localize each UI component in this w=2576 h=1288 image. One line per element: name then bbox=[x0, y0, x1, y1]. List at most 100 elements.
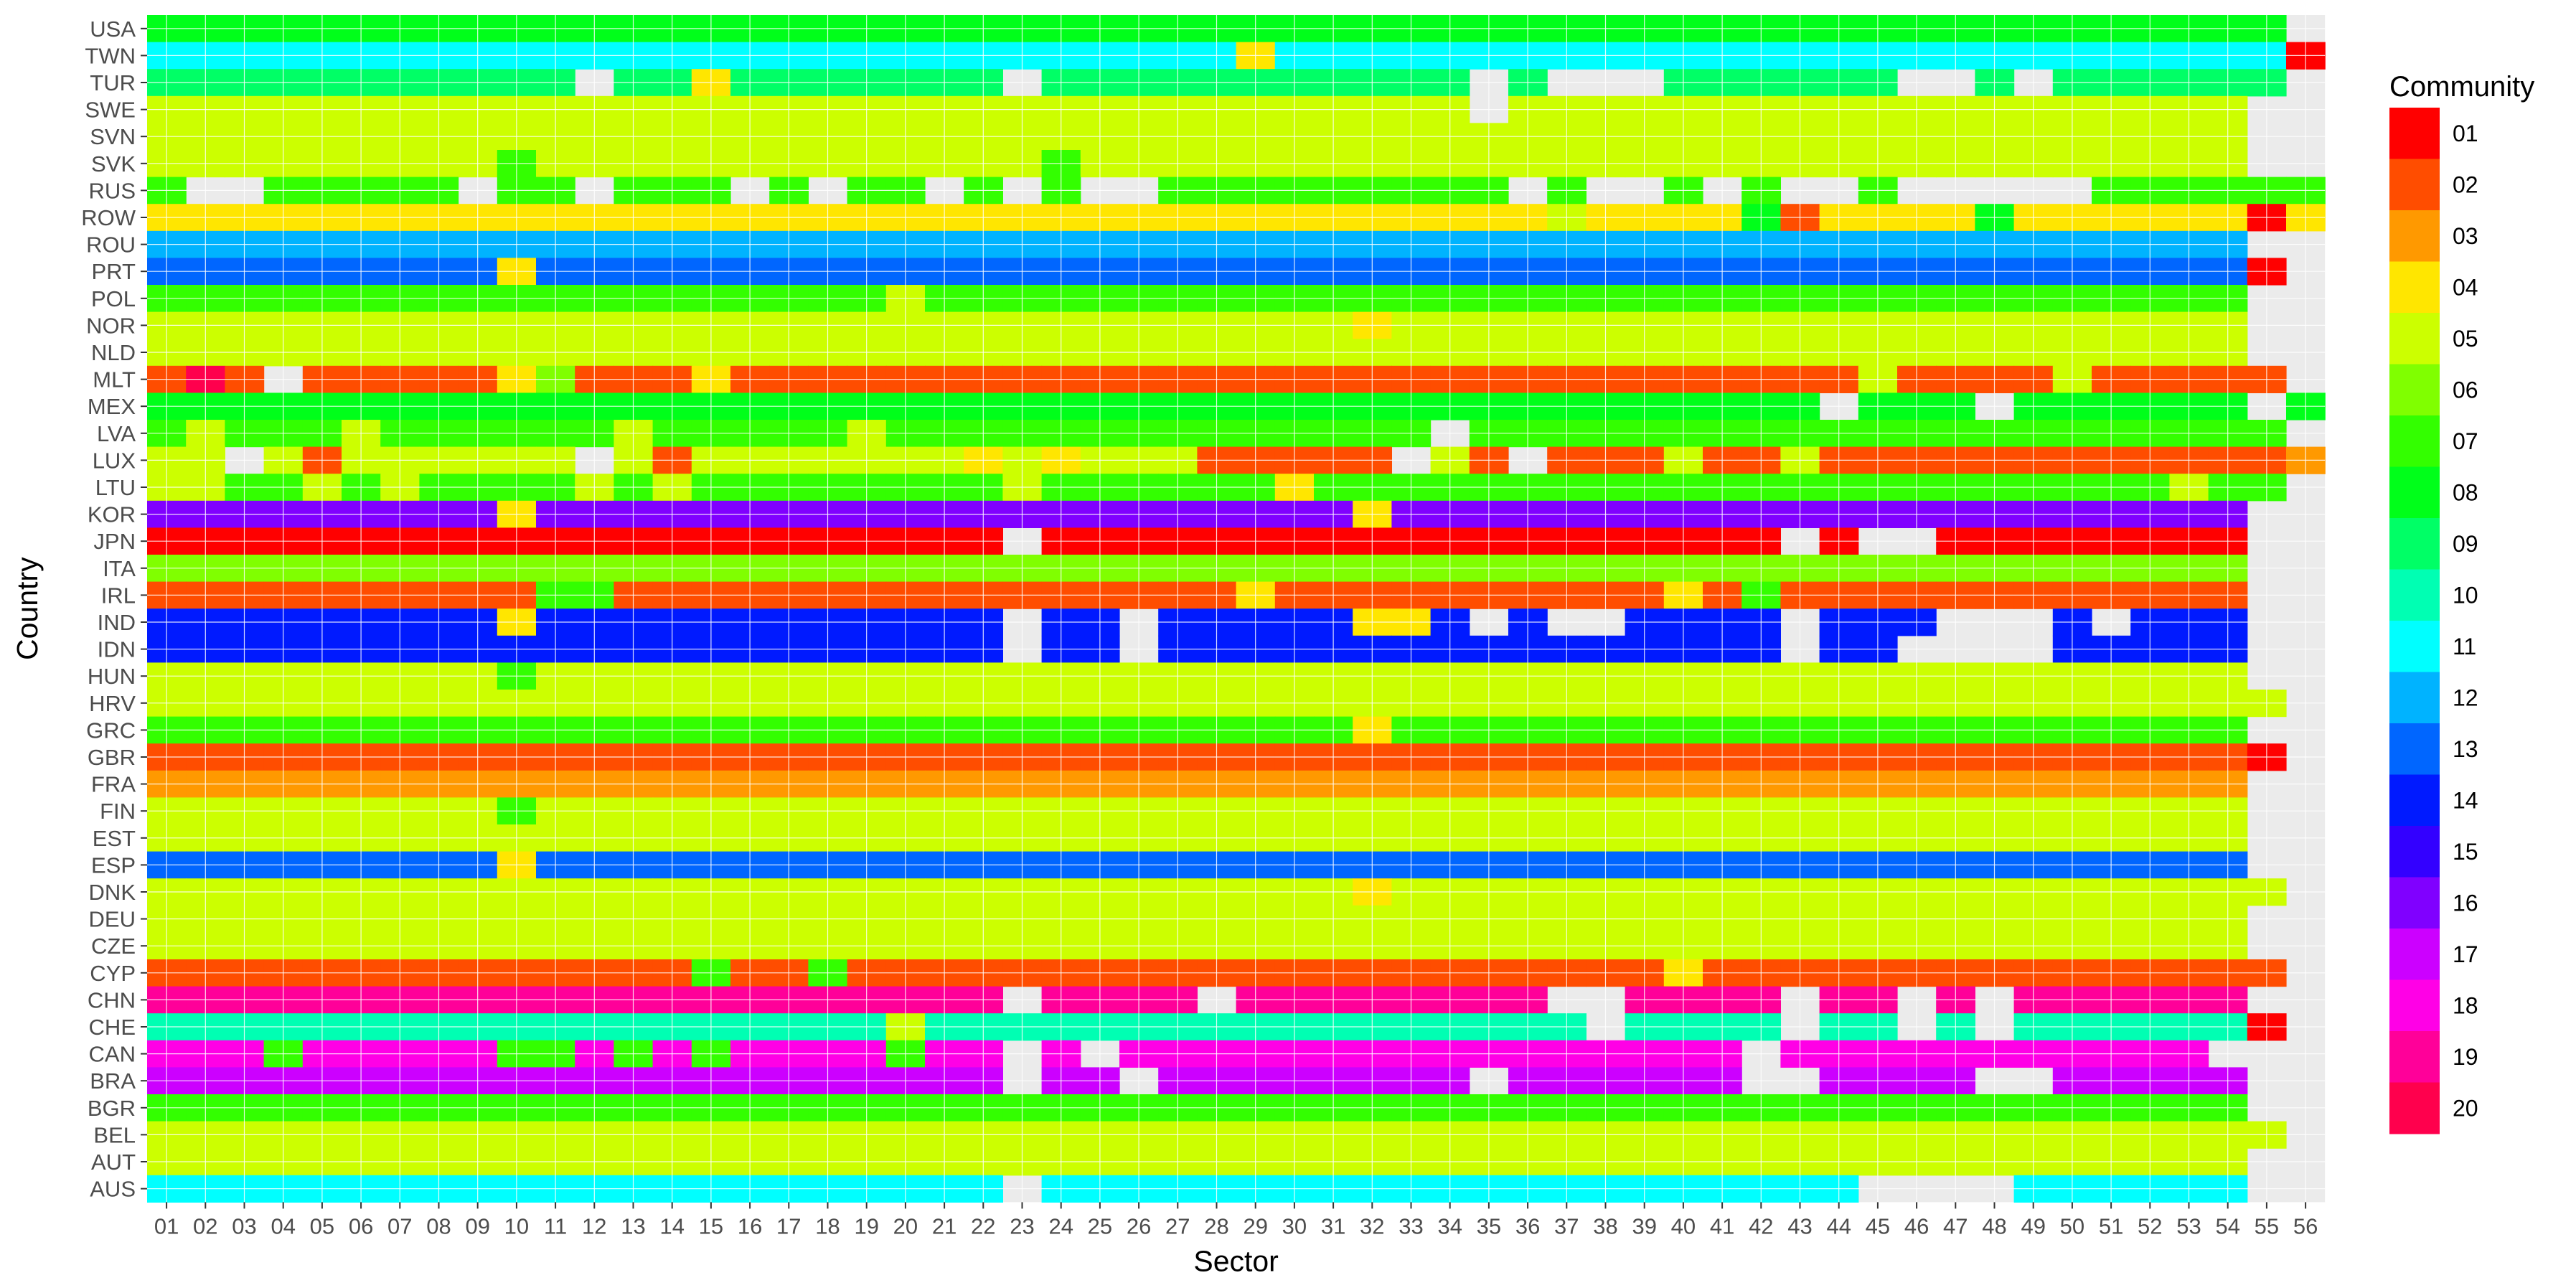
y-tick-label: TUR bbox=[90, 70, 136, 95]
y-tick-label: RUS bbox=[89, 178, 136, 203]
legend-key-13 bbox=[2389, 723, 2440, 775]
y-tick-label: CHE bbox=[89, 1015, 136, 1040]
y-tick-label: CAN bbox=[89, 1042, 136, 1067]
legend-key-05 bbox=[2389, 313, 2440, 365]
legend-key-11 bbox=[2389, 621, 2440, 672]
y-tick-label: IDN bbox=[98, 637, 136, 662]
x-tick-label: 09 bbox=[465, 1213, 489, 1238]
y-tick-label: ESP bbox=[91, 852, 136, 878]
y-tick-label: FRA bbox=[91, 772, 136, 797]
y-tick-label: TWN bbox=[85, 43, 136, 68]
x-tick-label: 32 bbox=[1360, 1213, 1384, 1238]
legend-key-20 bbox=[2389, 1082, 2440, 1134]
legend-key-14 bbox=[2389, 774, 2440, 827]
y-tick-label: ITA bbox=[103, 556, 136, 581]
y-tick-label: PRT bbox=[92, 259, 136, 284]
y-tick-label: POL bbox=[91, 286, 136, 311]
legend-label-03: 03 bbox=[2453, 223, 2478, 249]
x-tick-label: 25 bbox=[1088, 1213, 1112, 1238]
y-tick-label: USA bbox=[90, 17, 136, 42]
legend-label-05: 05 bbox=[2453, 326, 2478, 352]
x-tick-label: 29 bbox=[1243, 1213, 1267, 1238]
legend-key-04 bbox=[2389, 261, 2440, 314]
x-tick-label: 14 bbox=[659, 1213, 684, 1238]
x-tick-label: 41 bbox=[1710, 1213, 1734, 1238]
y-tick-label: BEL bbox=[93, 1122, 136, 1147]
x-tick-label: 30 bbox=[1282, 1213, 1307, 1238]
legend-label-20: 20 bbox=[2453, 1095, 2478, 1121]
y-tick-label: BRA bbox=[90, 1068, 136, 1094]
legend: 01 02 03 04 05 06 07 08 09 10 11 12 13 14 15 16 17 18 19 20 bbox=[2389, 108, 2478, 1134]
legend-key-02 bbox=[2389, 159, 2440, 211]
y-tick-label: CZE bbox=[91, 934, 136, 959]
legend-key-16 bbox=[2389, 877, 2440, 929]
y-tick-label: MLT bbox=[93, 367, 136, 392]
x-tick-label: 42 bbox=[1749, 1213, 1773, 1238]
x-tick-label: 31 bbox=[1321, 1213, 1345, 1238]
y-tick-label: CYP bbox=[90, 961, 136, 986]
y-tick-label: ROW bbox=[81, 205, 136, 230]
y-tick-label: DNK bbox=[89, 880, 136, 905]
y-tick-label: IRL bbox=[101, 583, 136, 608]
x-tick-label: 48 bbox=[1982, 1213, 2006, 1238]
legend-key-07 bbox=[2389, 415, 2440, 467]
legend-label-14: 14 bbox=[2453, 787, 2478, 813]
legend-key-10 bbox=[2389, 569, 2440, 621]
y-tick-label: SWE bbox=[85, 98, 136, 123]
x-tick-label: 47 bbox=[1943, 1213, 1968, 1238]
y-tick-label: IND bbox=[98, 610, 136, 635]
legend-key-01 bbox=[2389, 108, 2440, 159]
x-tick-label: 11 bbox=[544, 1213, 567, 1238]
y-tick-label: GRC bbox=[86, 718, 136, 743]
y-tick-label: KOR bbox=[88, 502, 136, 527]
x-tick-label: 24 bbox=[1048, 1213, 1073, 1238]
legend-label-04: 04 bbox=[2453, 274, 2478, 300]
x-tick-label: 05 bbox=[310, 1213, 334, 1238]
x-tick-label: 13 bbox=[621, 1213, 645, 1238]
x-tick-label: 28 bbox=[1204, 1213, 1228, 1238]
x-tick-label: 17 bbox=[776, 1213, 801, 1238]
legend-key-12 bbox=[2389, 672, 2440, 724]
y-tick-label: SVN bbox=[90, 124, 136, 149]
y-tick-label: EST bbox=[93, 826, 136, 851]
legend-label-17: 17 bbox=[2453, 941, 2478, 967]
x-tick-label: 54 bbox=[2215, 1213, 2239, 1238]
y-tick-label: LTU bbox=[95, 475, 136, 500]
y-tick-label: AUT bbox=[91, 1150, 136, 1175]
legend-label-11: 11 bbox=[2453, 634, 2476, 659]
legend-title: Community bbox=[2389, 71, 2534, 103]
y-tick-label: JPN bbox=[93, 529, 136, 554]
x-tick-label: 18 bbox=[815, 1213, 840, 1238]
x-tick-label: 43 bbox=[1787, 1213, 1812, 1238]
legend-label-19: 19 bbox=[2453, 1044, 2478, 1070]
x-tick-label: 38 bbox=[1593, 1213, 1617, 1238]
y-tick-label: SVK bbox=[91, 151, 136, 177]
x-tick-label: 51 bbox=[2099, 1213, 2123, 1238]
y-tick-label: NOR bbox=[86, 313, 136, 338]
x-tick-label: 19 bbox=[854, 1213, 878, 1238]
x-tick-label: 37 bbox=[1554, 1213, 1579, 1238]
legend-label-10: 10 bbox=[2453, 582, 2478, 608]
legend-label-02: 02 bbox=[2453, 171, 2478, 197]
x-tick-label: 26 bbox=[1127, 1213, 1151, 1238]
x-tick-label: 40 bbox=[1671, 1213, 1696, 1238]
y-axis-title: Country bbox=[11, 557, 44, 660]
legend-label-01: 01 bbox=[2453, 121, 2478, 146]
legend-key-15 bbox=[2389, 826, 2440, 878]
x-tick-label: 20 bbox=[893, 1213, 918, 1238]
y-tick-label: ROU bbox=[86, 232, 136, 258]
legend-key-08 bbox=[2389, 466, 2440, 519]
legend-label-13: 13 bbox=[2453, 736, 2478, 762]
legend-key-03 bbox=[2389, 210, 2440, 262]
x-tick-label: 45 bbox=[1866, 1213, 1890, 1238]
legend-label-18: 18 bbox=[2453, 992, 2478, 1018]
x-tick-label: 23 bbox=[1010, 1213, 1034, 1238]
y-tick-label: LVA bbox=[97, 421, 136, 446]
legend-key-17 bbox=[2389, 929, 2440, 980]
x-tick-label: 06 bbox=[349, 1213, 373, 1238]
x-tick-label: 22 bbox=[971, 1213, 995, 1238]
y-tick-label: NLD bbox=[91, 340, 136, 365]
y-tick-label: HRV bbox=[89, 691, 136, 716]
x-tick-label: 02 bbox=[193, 1213, 217, 1238]
